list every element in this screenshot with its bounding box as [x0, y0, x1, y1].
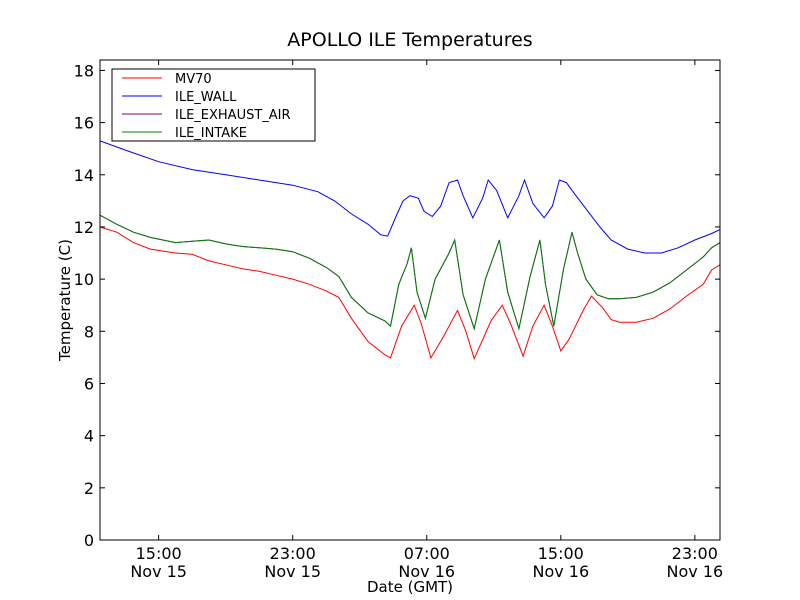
x-tick-time-label: 23:00 [672, 544, 718, 563]
plot-frame [99, 59, 721, 541]
series-layer [99, 140, 721, 361]
x-tick-date-label: Nov 16 [667, 562, 724, 581]
legend-label: ILE_INTAKE [175, 126, 247, 141]
y-tick-label: 8 [84, 322, 94, 341]
x-tick-time-label: 23:00 [270, 544, 316, 563]
series-line-ile-wall [99, 140, 721, 254]
y-tick-label: 18 [74, 61, 94, 80]
series-line-mv70 [99, 226, 721, 361]
legend: MV70 ILE_WALL ILE_EXHAUST_AIR ILE_INTAKE [111, 68, 316, 142]
y-tick-label: 6 [84, 374, 94, 393]
y-tick-label: 0 [84, 531, 94, 550]
y-tick-label: 10 [74, 270, 94, 289]
chart-title: APOLLO ILE Temperatures [287, 29, 532, 51]
y-tick-label: 2 [84, 479, 94, 498]
legend-label: MV70 [175, 72, 212, 87]
y-tick-label: 4 [84, 427, 94, 446]
y-tick-label: 16 [74, 114, 94, 133]
legend-label: ILE_WALL [175, 90, 237, 105]
x-tick-date-label: Nov 15 [130, 562, 187, 581]
legend-label: ILE_EXHAUST_AIR [175, 108, 291, 123]
x-tick-date-label: Nov 16 [532, 562, 589, 581]
x-tick-date-label: Nov 15 [264, 562, 321, 581]
legend-box [111, 68, 316, 142]
y-tick-label: 12 [74, 218, 94, 237]
y-axis: 0 2 4 6 8 10 12 14 16 18 [74, 61, 720, 550]
y-tick-label: 14 [74, 166, 94, 185]
x-tick-date-label: Nov 16 [398, 562, 455, 581]
x-tick-time-label: 07:00 [404, 544, 450, 563]
y-axis-label: Temperature (C) [56, 239, 74, 362]
x-tick-time-label: 15:00 [136, 544, 182, 563]
x-tick-time-label: 15:00 [538, 544, 584, 563]
series-line-ile-intake [99, 214, 721, 331]
x-axis-label: Date (GMT) [367, 578, 453, 596]
